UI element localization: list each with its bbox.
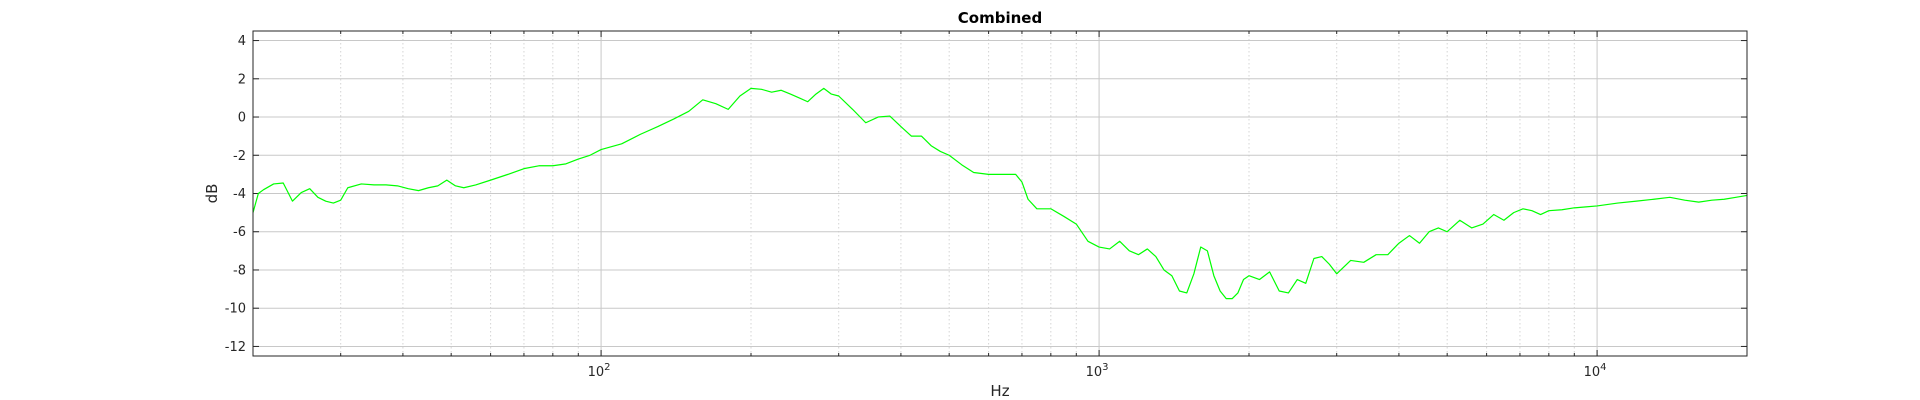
x-tick-label-exponent: 3 <box>1102 362 1108 373</box>
x-tick-label-base: 10 <box>588 365 605 380</box>
y-tick-labels: 4 2 0 -2 -4 -6 -8 -10 -12 <box>225 34 246 355</box>
x-tick-label-base: 10 <box>1086 365 1103 380</box>
y-tick-label: 4 <box>238 34 246 49</box>
plot-frame <box>252 30 1748 357</box>
x-tick-label: 102 <box>588 362 611 380</box>
y-tick-label: 0 <box>238 111 246 126</box>
grid-major <box>253 31 1747 356</box>
chart-title: Combined <box>958 9 1042 27</box>
x-axis-label: Hz <box>990 382 1009 400</box>
y-tick-label: 2 <box>238 72 246 87</box>
y-tick-label: -8 <box>233 263 246 278</box>
y-tick-label: -6 <box>233 225 246 240</box>
x-tick-labels: 102 103 104 <box>588 362 1607 380</box>
y-tick-label: -2 <box>233 149 246 164</box>
y-axis-label: dB <box>203 184 221 204</box>
series-layer <box>252 87 1748 300</box>
x-tick-label: 104 <box>1584 362 1607 380</box>
series-line-0 <box>252 87 1748 300</box>
x-tick-label: 103 <box>1086 362 1109 380</box>
x-tick-label-exponent: 4 <box>1600 362 1606 373</box>
y-tick-label: -12 <box>225 340 246 355</box>
y-tick-label: -10 <box>225 302 246 317</box>
x-tick-label-exponent: 2 <box>604 362 610 373</box>
x-tick-label-base: 10 <box>1584 365 1601 380</box>
y-tick-label: -4 <box>233 187 246 202</box>
